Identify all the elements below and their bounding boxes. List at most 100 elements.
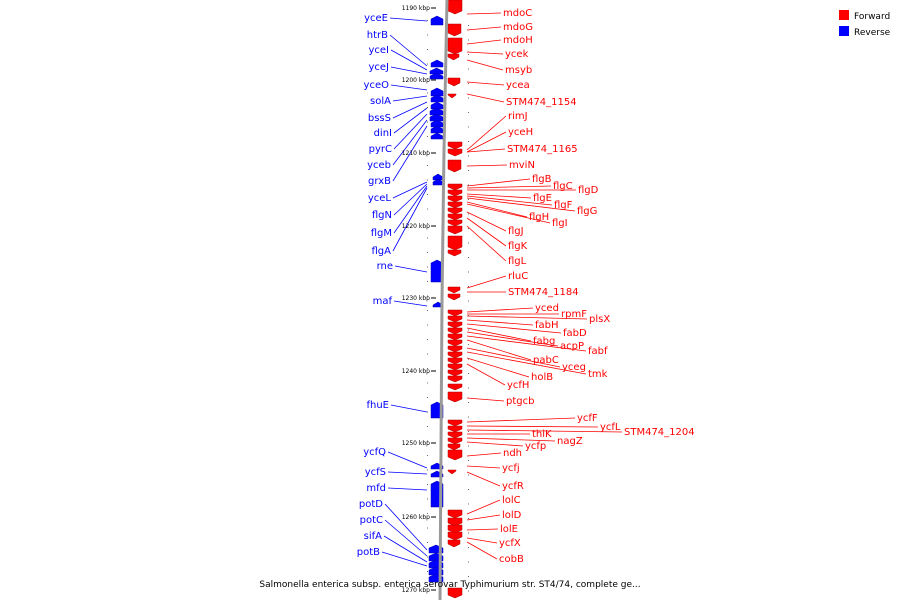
forward-gene-arrow[interactable] (447, 449, 463, 461)
forward-gene-arrow[interactable] (447, 286, 461, 294)
gene-label-mdoc[interactable]: mdoC (503, 8, 532, 19)
gene-label-rimj[interactable]: rimJ (508, 111, 528, 122)
gene-label-ycei[interactable]: yceI (368, 45, 389, 56)
forward-gene-arrow[interactable] (447, 321, 463, 329)
reverse-gene-arrow[interactable] (429, 113, 444, 122)
forward-gene-arrow[interactable] (447, 425, 463, 433)
forward-gene-arrow[interactable] (447, 189, 463, 197)
gene-label-ycel[interactable]: yceL (368, 193, 392, 204)
gene-label-potd[interactable]: potD (359, 499, 383, 510)
reverse-gene-arrow[interactable] (429, 72, 444, 80)
gene-label-msyb[interactable]: msyb (505, 65, 532, 76)
gene-label-mfd[interactable]: mfd (366, 483, 386, 494)
gene-label-stm474-1204[interactable]: STM474_1204 (624, 427, 695, 438)
gene-label-potb[interactable]: potB (357, 547, 380, 558)
reverse-gene-arrow[interactable] (430, 101, 444, 110)
forward-gene-arrow[interactable] (447, 531, 463, 541)
forward-gene-arrow[interactable] (447, 587, 463, 599)
gene-label-yceo[interactable]: yceO (364, 80, 390, 91)
forward-gene-arrow[interactable] (447, 345, 463, 353)
gene-label-flgj[interactable]: flgJ (508, 226, 524, 237)
forward-gene-arrow[interactable] (447, 53, 460, 61)
gene-label-tmk[interactable]: tmk (588, 369, 608, 380)
gene-label-holb[interactable]: holB (531, 372, 553, 383)
gene-label-ycek[interactable]: ycek (505, 49, 529, 60)
gene-label-rpmf[interactable]: rpmF (561, 309, 587, 320)
gene-label-fabf[interactable]: fabf (588, 346, 608, 357)
gene-label-ycej[interactable]: yceJ (368, 62, 389, 73)
forward-gene-arrow[interactable] (447, 363, 463, 371)
reverse-gene-arrow[interactable] (432, 178, 444, 186)
gene-label-stm474-1165[interactable]: STM474_1165 (507, 144, 578, 155)
gene-label-stm474-1154[interactable]: STM474_1154 (506, 97, 577, 108)
gene-label-sifa[interactable]: sifA (364, 531, 383, 542)
gene-label-flgl[interactable]: flgL (508, 256, 527, 267)
gene-label-rne[interactable]: rne (377, 261, 393, 272)
forward-gene-arrow[interactable] (447, 249, 462, 257)
gene-label-fabg[interactable]: fabg (533, 336, 555, 347)
gene-label-htrb[interactable]: htrB (367, 30, 388, 41)
forward-gene-arrow[interactable] (447, 93, 457, 99)
gene-label-ycfl[interactable]: ycfL (600, 422, 621, 433)
reverse-gene-arrow[interactable] (430, 15, 444, 26)
gene-label-thik[interactable]: thiK (532, 429, 552, 440)
gene-label-fabd[interactable]: fabD (563, 328, 587, 339)
forward-gene-arrow[interactable] (447, 509, 463, 519)
forward-gene-arrow[interactable] (447, 391, 463, 403)
gene-label-flgh[interactable]: flgH (529, 212, 549, 223)
gene-label-ptgcb[interactable]: ptgcb (506, 396, 534, 407)
forward-gene-arrow[interactable] (447, 159, 462, 173)
gene-label-acpp[interactable]: acpP (560, 341, 584, 352)
gene-label-pabc[interactable]: pabC (533, 355, 559, 366)
forward-gene-arrow[interactable] (447, 517, 463, 527)
gene-label-grxb[interactable]: grxB (368, 176, 391, 187)
forward-gene-arrow[interactable] (447, 195, 463, 203)
forward-gene-arrow[interactable] (447, 77, 461, 87)
gene-label-nagz[interactable]: nagZ (557, 436, 583, 447)
gene-label-flgg[interactable]: flgG (577, 206, 597, 217)
reverse-gene-arrow[interactable] (430, 59, 444, 68)
gene-label-dini[interactable]: dinI (374, 128, 392, 139)
gene-label-flgk[interactable]: flgK (508, 241, 528, 252)
gene-label-ycfs[interactable]: ycfS (365, 467, 386, 478)
gene-label-flga[interactable]: flgA (372, 246, 392, 257)
gene-label-sola[interactable]: solA (370, 96, 391, 107)
forward-gene-arrow[interactable] (447, 383, 463, 391)
forward-gene-arrow[interactable] (447, 469, 457, 475)
gene-label-flgn[interactable]: flgN (372, 210, 392, 221)
gene-label-mdog[interactable]: mdoG (503, 22, 533, 33)
reverse-gene-arrow[interactable] (429, 107, 444, 116)
forward-gene-arrow[interactable] (447, 357, 463, 365)
gene-label-flgd[interactable]: flgD (578, 185, 599, 196)
reverse-gene-arrow[interactable] (429, 67, 444, 75)
forward-gene-arrow[interactable] (447, 213, 463, 221)
gene-label-flgc[interactable]: flgC (553, 181, 573, 192)
gene-label-maf[interactable]: maf (373, 296, 393, 307)
forward-gene-arrow[interactable] (447, 351, 463, 359)
gene-label-ycfq[interactable]: ycfQ (363, 447, 386, 458)
gene-label-plsx[interactable]: plsX (589, 314, 610, 325)
gene-label-potc[interactable]: potC (360, 515, 383, 526)
forward-gene-arrow[interactable] (447, 333, 463, 341)
forward-gene-arrow[interactable] (447, 0, 463, 15)
gene-label-flge[interactable]: flgE (533, 193, 552, 204)
forward-gene-arrow[interactable] (447, 148, 463, 157)
gene-label-ycfx[interactable]: ycfX (499, 538, 521, 549)
forward-gene-arrow[interactable] (447, 23, 462, 37)
forward-gene-arrow[interactable] (447, 293, 461, 301)
gene-label-yced[interactable]: yced (535, 303, 559, 314)
reverse-gene-arrow[interactable] (430, 119, 444, 128)
forward-gene-arrow[interactable] (447, 235, 463, 251)
gene-label-ycfp[interactable]: ycfp (525, 441, 546, 452)
forward-gene-arrow[interactable] (447, 369, 463, 377)
gene-label-yceh[interactable]: yceH (508, 127, 533, 138)
gene-label-fabh[interactable]: fabH (535, 320, 559, 331)
gene-label-stm474-1184[interactable]: STM474_1184 (508, 287, 579, 298)
forward-gene-arrow[interactable] (447, 207, 463, 215)
gene-label-fhue[interactable]: fhuE (366, 400, 389, 411)
forward-gene-arrow[interactable] (447, 524, 463, 534)
forward-gene-arrow[interactable] (447, 327, 463, 335)
gene-label-lolc[interactable]: lolC (502, 495, 521, 506)
reverse-gene-arrow[interactable] (432, 173, 444, 181)
gene-label-ycfr[interactable]: ycfR (502, 481, 524, 492)
